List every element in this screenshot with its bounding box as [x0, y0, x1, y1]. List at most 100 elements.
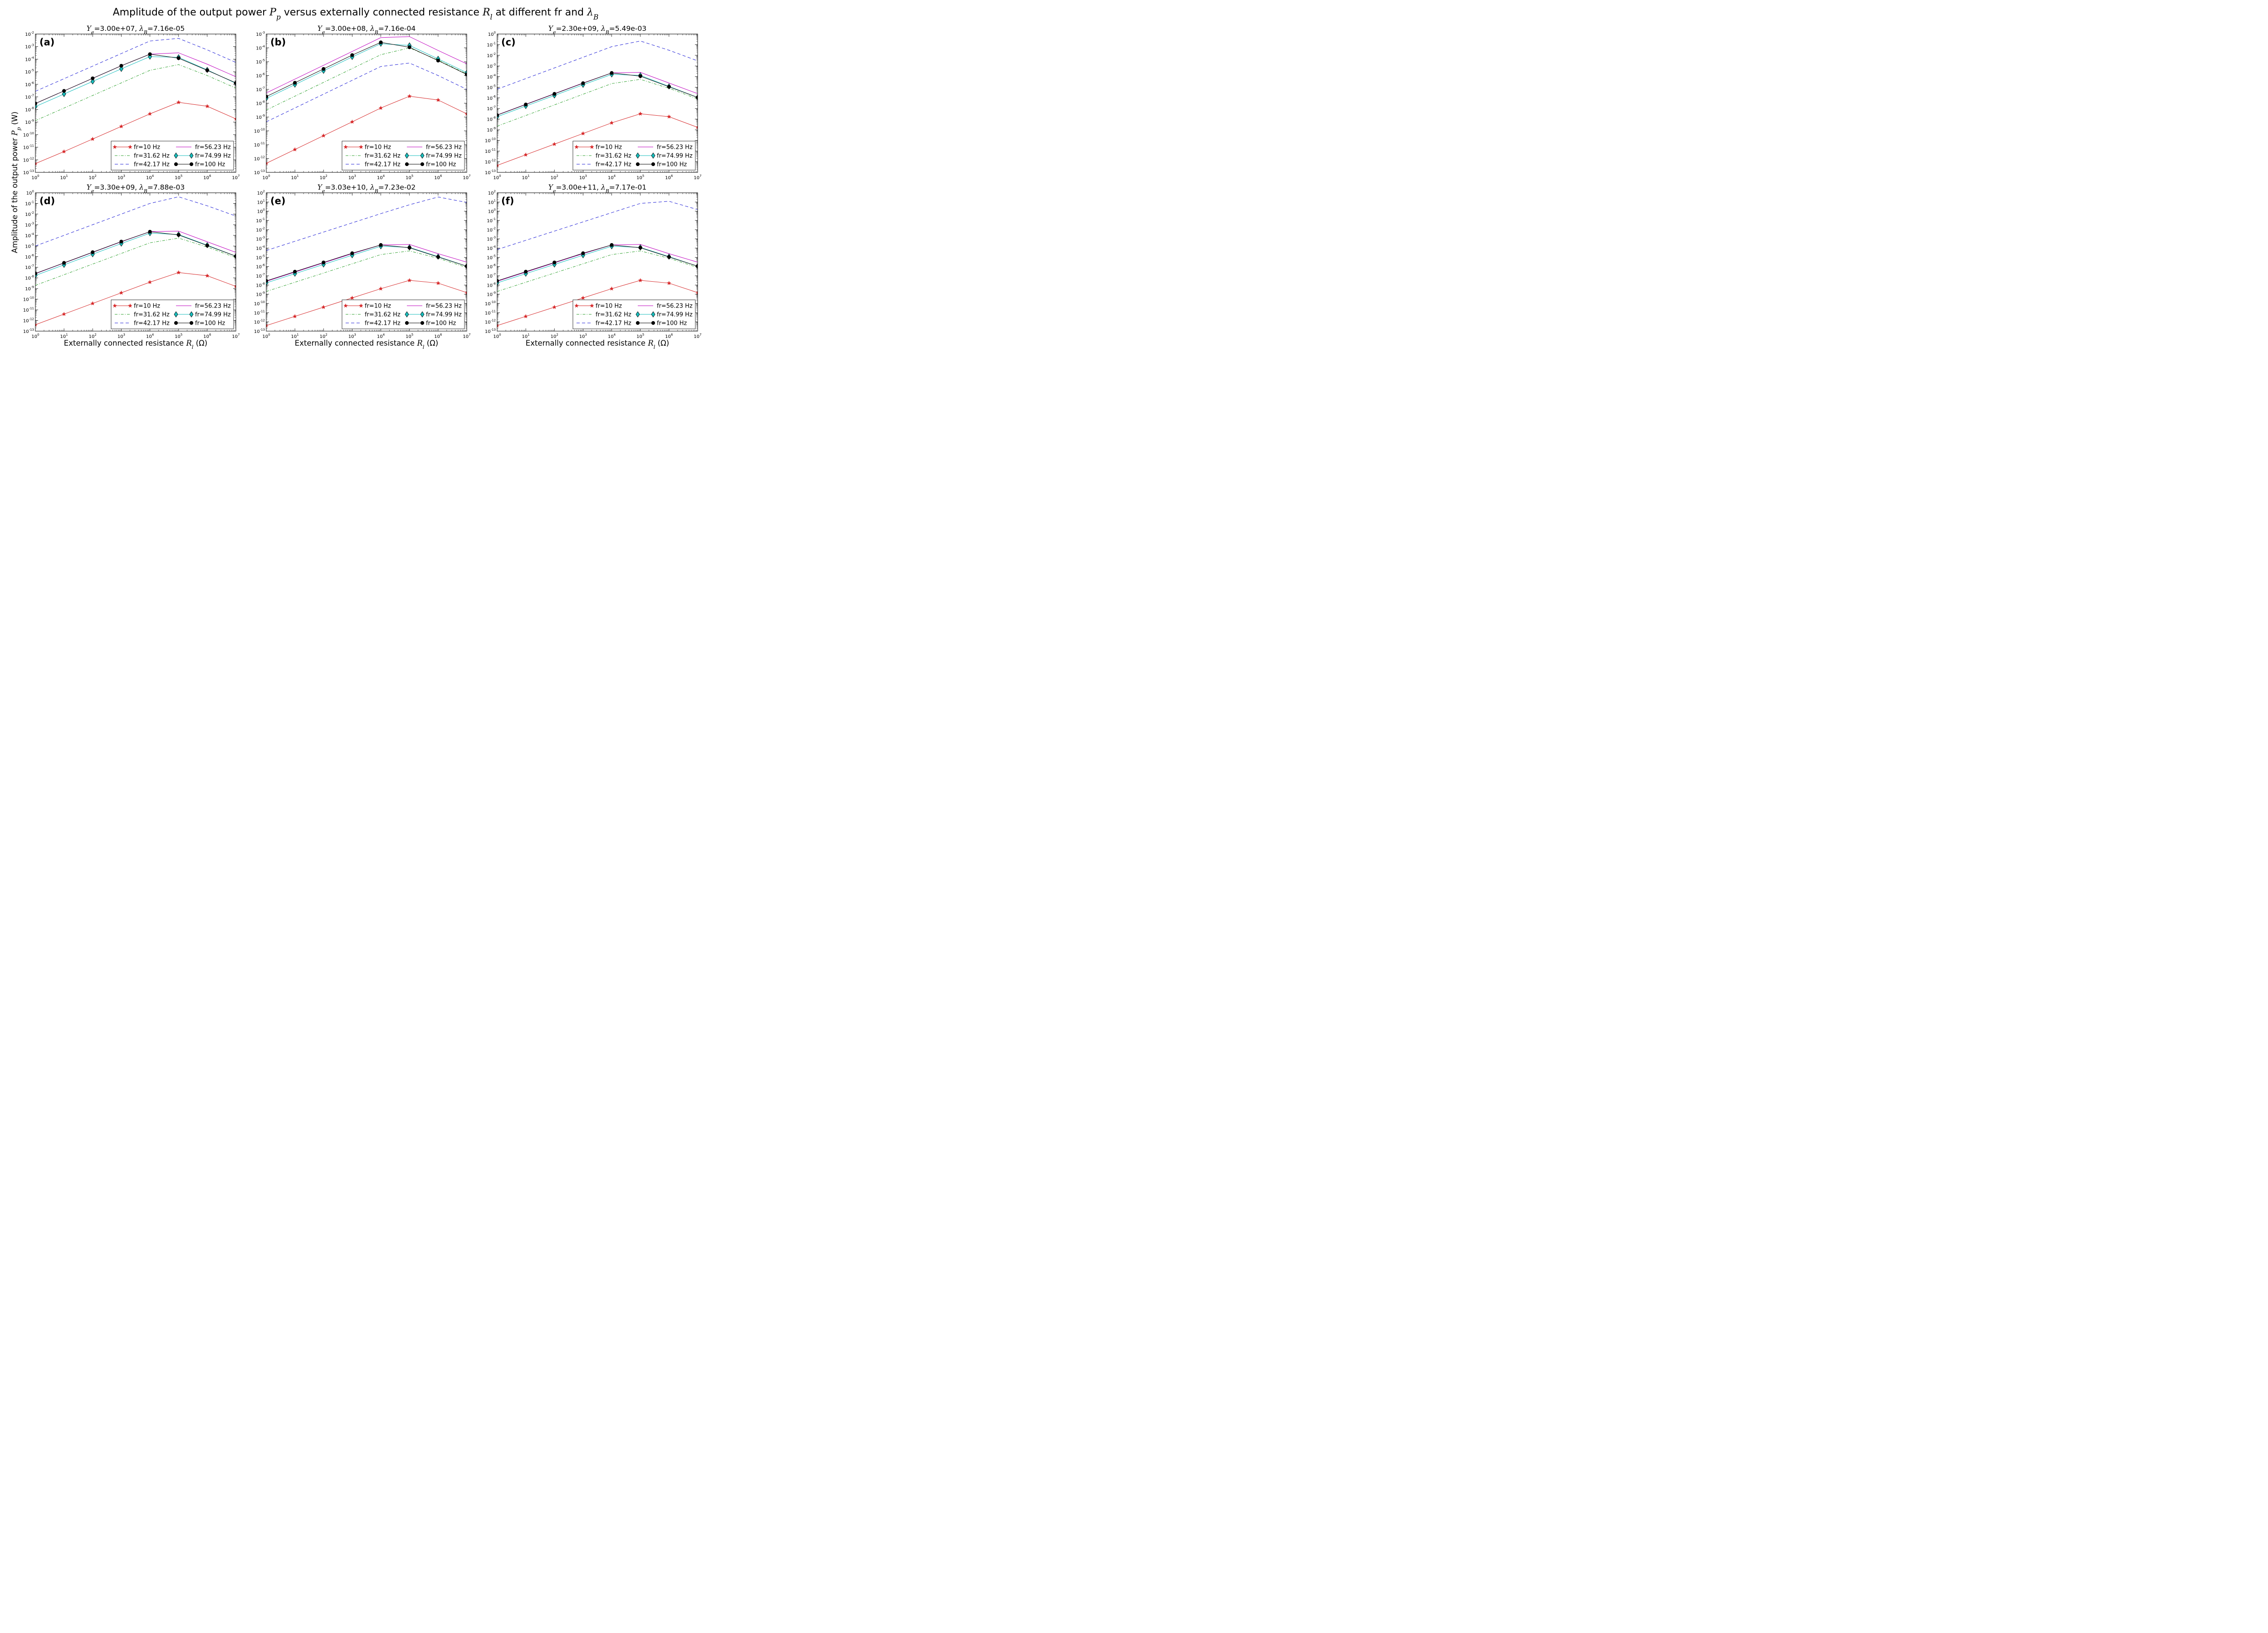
panel-label: (d)	[39, 196, 55, 206]
y-tick-label: 10-4	[25, 56, 34, 62]
x-tick-label: 104	[608, 333, 616, 339]
series-line	[35, 38, 236, 92]
legend-marker	[189, 152, 194, 159]
y-tick-label: 10-4	[487, 73, 496, 80]
data-point	[148, 52, 152, 56]
series-line	[266, 63, 467, 122]
x-axis: 100 101 102 103 104 105 106 107	[262, 193, 471, 339]
data-point	[205, 244, 209, 248]
y-tick-label: 10-2	[487, 52, 496, 59]
data-point	[407, 246, 411, 250]
data-point	[321, 133, 326, 138]
x-tick-label: 107	[694, 333, 701, 339]
x-tick-label: 101	[60, 333, 68, 339]
legend-marker	[174, 162, 178, 166]
legend-label: fr=10 Hz	[134, 303, 160, 310]
x-tick-label: 105	[636, 333, 644, 339]
legend-label: fr=56.23 Hz	[195, 144, 231, 151]
legend-marker	[420, 311, 425, 318]
x-tick-label: 104	[377, 333, 385, 339]
x-tick-label: 107	[463, 333, 470, 339]
y-tick-label: 10-7	[487, 105, 496, 112]
legend-marker	[359, 144, 363, 149]
legend-label: fr=31.62 Hz	[134, 312, 170, 318]
data-point	[436, 59, 440, 63]
data-point	[695, 125, 698, 129]
x-tick-label: 105	[175, 174, 182, 181]
series-group	[35, 38, 236, 166]
y-tick-label: 10-9	[256, 114, 265, 120]
y-tick-label: 101	[488, 199, 496, 205]
legend-label: fr=56.23 Hz	[195, 303, 231, 310]
legend-box	[111, 299, 234, 329]
legend-label: fr=10 Hz	[134, 144, 160, 151]
series-group	[266, 36, 467, 166]
x-tick-label: 105	[636, 174, 644, 181]
x-tick-label: 102	[551, 333, 558, 339]
legend-label: fr=74.99 Hz	[657, 312, 693, 318]
y-tick-label: 10-8	[25, 275, 34, 281]
x-tick-label: 106	[203, 333, 211, 339]
chart-panel: Ye=3.30e+09, λB=7.88e-03 100 101 102 103 104 1…	[23, 183, 240, 339]
panel-label: (c)	[501, 37, 516, 48]
x-tick-label: 101	[291, 174, 299, 181]
series-line	[497, 40, 698, 90]
y-tick-label: 10-7	[256, 86, 265, 93]
legend-box	[572, 299, 696, 329]
y-tick-label: 10-13	[23, 328, 34, 334]
x-axis-label: Externally connected resistance Rl (Ω)	[526, 339, 669, 350]
data-point	[322, 260, 326, 264]
data-point	[523, 152, 528, 157]
data-point	[176, 56, 181, 60]
legend-label: fr=10 Hz	[596, 303, 622, 310]
data-point	[91, 76, 95, 80]
data-point	[436, 98, 440, 102]
panel-title: Ye=3.00e+07, λB=7.16e-05	[87, 24, 185, 35]
x-tick-label: 100	[493, 333, 501, 339]
x-tick-label: 102	[320, 174, 327, 181]
data-point	[234, 284, 236, 288]
x-tick-label: 105	[406, 174, 413, 181]
legend-label: fr=31.62 Hz	[134, 153, 170, 160]
series-line	[266, 246, 467, 284]
data-point	[350, 119, 355, 124]
x-tick-label: 100	[31, 174, 39, 181]
legend-marker	[651, 321, 655, 325]
data-point	[379, 40, 383, 44]
data-point	[293, 147, 297, 152]
plot-frame	[35, 34, 236, 173]
legend-marker	[405, 311, 409, 318]
y-tick-label: 10-1	[256, 217, 265, 224]
legend-marker	[420, 321, 425, 325]
x-tick-label: 102	[89, 174, 97, 181]
legend-marker	[405, 321, 409, 325]
data-point	[464, 264, 467, 268]
legend-marker	[635, 321, 640, 325]
chart-panel: Ye=2.30e+09, λB=5.49e-03 100 101 102 103 104 1…	[485, 24, 702, 181]
y-tick-label: 10-10	[485, 137, 496, 144]
data-point	[234, 81, 236, 85]
y-tick-label: 10-9	[487, 127, 496, 133]
plot-frame	[266, 192, 467, 332]
series-line	[266, 196, 467, 251]
data-point	[205, 68, 209, 73]
x-tick-label: 104	[377, 174, 385, 181]
data-point	[266, 161, 269, 166]
y-tick-label: 10-3	[25, 221, 34, 228]
x-tick-label: 100	[262, 174, 270, 181]
legend-label: fr=42.17 Hz	[365, 161, 401, 168]
panel-label: (f)	[501, 196, 514, 206]
data-point	[464, 72, 467, 77]
series-line	[266, 96, 467, 164]
legend-marker	[420, 152, 425, 159]
data-point	[581, 131, 586, 136]
y-tick-label: 10-8	[487, 116, 496, 122]
y-tick-label: 10-5	[25, 68, 34, 75]
panel-title: Ye=3.00e+11, λB=7.17e-01	[548, 183, 646, 194]
legend-label: fr=10 Hz	[365, 303, 391, 310]
data-point	[293, 269, 297, 274]
y-tick-label: 10-12	[23, 318, 34, 324]
data-point	[378, 106, 383, 110]
x-axis: 100 101 102 103 104 105 106 107	[262, 34, 471, 181]
